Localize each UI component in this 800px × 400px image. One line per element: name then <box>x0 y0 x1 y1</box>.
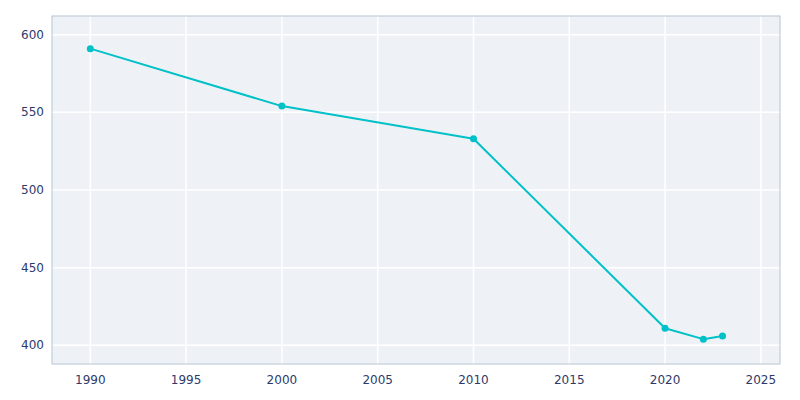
y-tick-label: 400 <box>21 338 44 352</box>
x-tick-label: 2025 <box>746 373 777 387</box>
x-tick-label: 1990 <box>75 373 106 387</box>
point <box>87 45 94 52</box>
y-grid-line <box>52 267 780 269</box>
point <box>662 325 669 332</box>
x-tick-label: 2020 <box>650 373 681 387</box>
x-tick-label: 2010 <box>458 373 489 387</box>
y-grid-line <box>52 345 780 347</box>
point <box>278 103 285 110</box>
y-tick-label: 500 <box>21 183 44 197</box>
y-grid-line <box>52 112 780 114</box>
x-tick-label: 2015 <box>554 373 585 387</box>
y-tick-label: 450 <box>21 261 44 275</box>
y-tick-label: 600 <box>21 28 44 42</box>
axes: 1990 1995 2000 2005 2010 2015 2020 2025 400 450 50… <box>21 28 776 387</box>
page: {"chart_data": {"type": "line", "x": [19… <box>0 0 800 400</box>
grid <box>52 16 780 364</box>
series <box>87 45 726 343</box>
point <box>470 135 477 142</box>
x-tick-label: 2000 <box>267 373 298 387</box>
y-tick-label: 550 <box>21 105 44 119</box>
point <box>719 333 726 340</box>
x-tick-label: 2005 <box>362 373 393 387</box>
y-grid-line <box>52 34 780 36</box>
plot-background <box>52 16 780 364</box>
y-grid-line <box>52 189 780 191</box>
point <box>700 336 707 343</box>
line <box>90 49 722 340</box>
chart: 1990 1995 2000 2005 2010 2015 2020 2025 400 450 50… <box>0 0 800 400</box>
x-tick-label: 1995 <box>171 373 202 387</box>
plot-frame <box>52 16 780 364</box>
